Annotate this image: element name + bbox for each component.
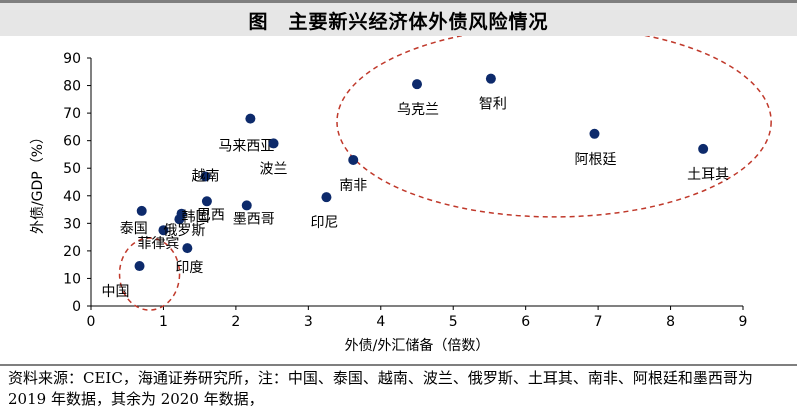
x-tick-label: 2 (231, 314, 240, 330)
point-label: 智利 (479, 97, 507, 113)
y-tick-label: 40 (63, 189, 81, 205)
x-axis-title: 外债/外汇储备（倍数） (345, 337, 490, 354)
scatter-point (200, 171, 211, 182)
point-label: 南非 (339, 178, 367, 194)
point-label: 韩国 (182, 210, 210, 226)
point-label: 菲律宾 (137, 236, 179, 252)
scatter-chart: 0 10 20 30 40 50 60 70 80 90 0 1 2 3 4 5 6 7 8 9 外债/外汇储备（倍数）… (30, 36, 772, 354)
point-label: 乌克兰 (397, 102, 439, 118)
scatter-point (268, 138, 279, 149)
y-tick-label: 80 (63, 79, 81, 95)
chart-area: 0 10 20 30 40 50 60 70 80 90 0 1 2 3 4 5 6 7 8 9 外债/外汇储备（倍数）… (0, 36, 797, 364)
scatter-point (485, 73, 496, 84)
point-label: 墨西哥 (233, 211, 275, 227)
x-tick-label: 9 (739, 314, 748, 330)
point-label: 泰国 (120, 221, 148, 237)
x-tick-label: 6 (521, 314, 530, 330)
x-tick-label: 8 (666, 314, 675, 330)
y-tick-label: 70 (63, 106, 81, 122)
title-bar: 图 主要新兴经济体外债风险情况 (0, 0, 797, 36)
point-label: 中国 (102, 284, 130, 300)
point-label: 阿根廷 (574, 152, 616, 168)
y-tick-label: 90 (63, 51, 81, 67)
source-note: 资料来源：CEIC，海通证券研究所，注：中国、泰国、越南、波兰、俄罗斯、土耳其、… (8, 369, 753, 408)
point-label: 巴西 (197, 207, 225, 223)
y-tick-label: 50 (63, 161, 81, 177)
source-divider (0, 364, 797, 366)
point-label: 土耳其 (687, 167, 729, 183)
highlight-ellipse (118, 237, 181, 311)
point-label: 波兰 (260, 161, 288, 177)
y-tick-label: 0 (72, 299, 81, 315)
scatter-point (182, 243, 193, 254)
scatter-point (134, 261, 145, 272)
point-label: 俄罗斯 (163, 223, 205, 239)
point-label: 越南 (191, 168, 219, 184)
y-tick-label: 20 (63, 244, 81, 260)
x-tick-label: 0 (87, 314, 96, 330)
x-tick-label: 4 (376, 314, 385, 330)
y-tick-label: 10 (63, 271, 81, 287)
scatter-point (321, 192, 332, 203)
y-tick-label: 60 (63, 134, 81, 150)
scatter-point (201, 196, 212, 207)
chart-title: 图 主要新兴经济体外债风险情况 (248, 11, 549, 33)
x-tick-label: 5 (449, 314, 458, 330)
scatter-point (245, 113, 256, 124)
scatter-point (698, 143, 709, 154)
point-label: 马来西亚 (218, 139, 274, 155)
scatter-point (136, 205, 147, 216)
x-tick-label: 1 (159, 314, 168, 330)
x-tick-label: 7 (594, 314, 603, 330)
scatter-point (241, 200, 252, 211)
scatter-point (348, 154, 359, 165)
scatter-point (589, 128, 600, 139)
y-axis-title: 外债/GDP（%） (30, 130, 46, 234)
scatter-point (158, 225, 169, 236)
y-tick-label: 30 (63, 216, 81, 232)
point-label: 印度 (175, 260, 203, 276)
scatter-point (412, 79, 422, 90)
point-label: 印尼 (310, 215, 338, 231)
x-tick-label: 3 (304, 314, 313, 330)
highlight-ellipse (336, 36, 772, 218)
scatter-point (176, 208, 187, 219)
